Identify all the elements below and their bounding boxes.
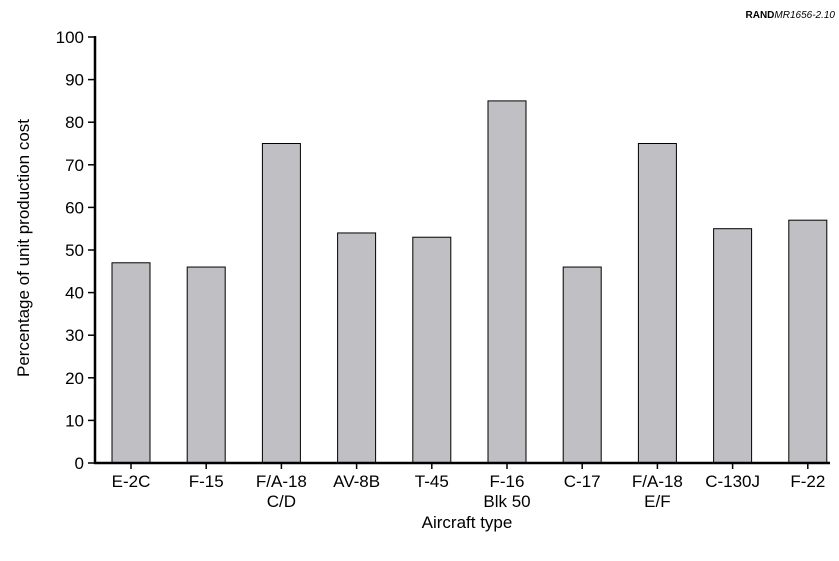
bar-f-15 [186, 266, 226, 464]
y-tick-label: 60 [65, 198, 84, 217]
y-axis-ticks: 0 10 20 30 40 50 60 70 80 90 100 [56, 28, 95, 473]
x-tick-label: AV-8B [333, 472, 380, 491]
x-tick-label: F/A-18 E/F [632, 472, 683, 511]
source-credit: RANDMR1656-2.10 [746, 10, 836, 21]
y-tick-label: 20 [65, 369, 84, 388]
x-tick-label: T-45 [415, 472, 449, 491]
bar-e-2c [111, 262, 151, 464]
y-tick-label: 70 [65, 156, 84, 175]
x-tick-label: E-2C [112, 472, 151, 491]
source-credit-org: RAND [746, 10, 775, 21]
x-tick-label: F/A-18 C/D [256, 472, 307, 511]
y-axis-title: Percentage of unit production cost [14, 119, 33, 377]
y-tick-label: 0 [75, 454, 84, 473]
bar-f-a-18-e-f [637, 143, 677, 464]
bar-c-17 [562, 266, 602, 464]
x-tick-label: C-130J [705, 472, 760, 491]
bar-f-16-blk-50 [487, 100, 527, 464]
bar-t-45 [412, 236, 452, 464]
x-axis-tick-labels: E-2C F-15 F/A-18 C/D AV-8B T-45 F-16 Blk 50 C-17… [112, 463, 825, 511]
bar-c-130j [713, 228, 753, 464]
bar-f-a-18-c-d [261, 143, 301, 464]
y-tick-label: 40 [65, 284, 84, 303]
y-tick-label: 50 [65, 241, 84, 260]
x-tick-label: C-17 [564, 472, 601, 491]
x-tick-label: F-16 Blk 50 [483, 472, 530, 511]
bar-av-8b [337, 232, 377, 464]
y-tick-label: 90 [65, 71, 84, 90]
y-tick-label: 100 [56, 28, 84, 47]
x-axis-title: Aircraft type [422, 513, 513, 532]
x-tick-label: F-15 [189, 472, 224, 491]
y-tick-label: 10 [65, 411, 84, 430]
x-tick-label: F-22 [790, 472, 825, 491]
bar-f-22 [788, 219, 828, 464]
y-tick-label: 30 [65, 326, 84, 345]
y-tick-label: 80 [65, 113, 84, 132]
bars [111, 100, 828, 464]
source-credit-id: MR1656-2.10 [774, 10, 835, 21]
